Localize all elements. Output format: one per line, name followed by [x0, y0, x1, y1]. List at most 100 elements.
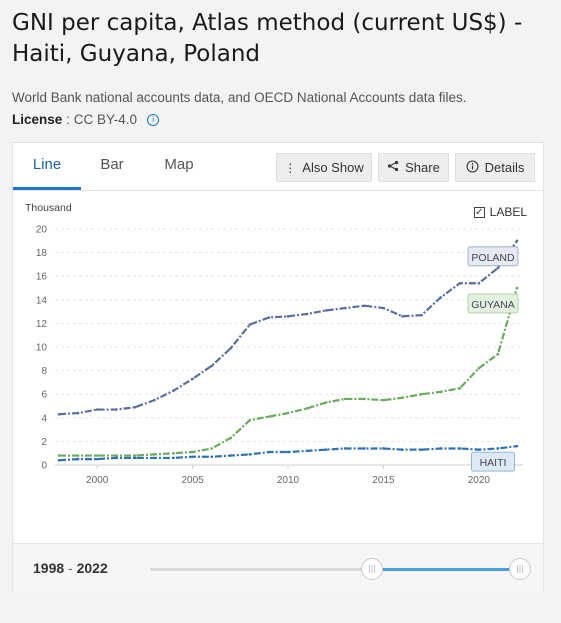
- data-point: [114, 408, 118, 411]
- tab-bar[interactable]: Bar: [100, 156, 124, 173]
- range-separator: -: [68, 560, 73, 576]
- data-point: [134, 454, 137, 457]
- data-point: [420, 313, 423, 317]
- unit-label: Thousand: [25, 202, 72, 214]
- range-end: 2022: [76, 560, 108, 576]
- series-label-box: [467, 246, 519, 267]
- chart-card: Line Bar Map ⋮ Also Show Share Details T…: [12, 142, 544, 592]
- data-point: [496, 447, 500, 450]
- tab-bar: Line Bar Map ⋮ Also Show Share Details: [13, 143, 543, 191]
- data-point: [515, 444, 519, 448]
- details-label: Details: [484, 160, 525, 175]
- also-show-button[interactable]: ⋮ Also Show: [276, 153, 372, 182]
- data-point: [305, 407, 309, 410]
- data-point: [343, 306, 347, 310]
- data-point: [114, 454, 118, 457]
- y-tick-label: 6: [41, 390, 47, 401]
- data-point: [515, 286, 519, 290]
- data-point: [267, 316, 271, 319]
- details-button[interactable]: Details: [455, 153, 535, 182]
- series-label-guyana: GUYANA: [467, 293, 519, 314]
- data-point: [95, 454, 99, 457]
- data-point: [134, 456, 137, 460]
- y-tick-label: 18: [36, 248, 48, 259]
- data-point: [343, 397, 347, 401]
- range-slider-track[interactable]: ||| |||: [150, 558, 531, 580]
- share-label: Share: [405, 160, 440, 175]
- range-slider-fill: [372, 568, 520, 571]
- range-start-handle[interactable]: |||: [361, 558, 383, 580]
- license-label: License: [12, 112, 63, 127]
- label-toggle[interactable]: ✓ LABEL: [473, 205, 527, 219]
- data-point: [191, 377, 194, 381]
- data-point: [324, 448, 328, 451]
- tab-line[interactable]: Line: [13, 143, 81, 190]
- data-point: [420, 448, 423, 451]
- data-point: [401, 448, 404, 451]
- data-point: [229, 436, 233, 440]
- license-row: License : CC BY-4.0 i: [12, 112, 160, 127]
- data-point: [57, 412, 61, 416]
- data-point: [210, 447, 213, 450]
- series-label-box: [471, 451, 515, 472]
- data-point: [382, 447, 385, 450]
- data-point: [363, 447, 366, 450]
- data-point: [477, 366, 481, 370]
- data-point: [401, 315, 404, 318]
- data-point: [515, 239, 519, 243]
- year-range-bar: 1998 - 2022 ||| |||: [13, 543, 543, 592]
- share-button[interactable]: Share: [378, 153, 449, 182]
- year-range-label: 1998 - 2022: [33, 544, 108, 592]
- y-tick-label: 12: [36, 319, 48, 330]
- series-label-text: POLAND: [471, 252, 515, 264]
- data-point: [439, 390, 442, 394]
- data-point: [286, 411, 290, 415]
- data-point: [382, 398, 385, 402]
- y-tick-label: 2: [41, 437, 47, 448]
- data-point: [172, 389, 175, 392]
- checkbox-icon[interactable]: ✓: [473, 206, 485, 218]
- data-point: [324, 401, 328, 404]
- data-point: [363, 397, 366, 401]
- data-point: [420, 392, 423, 396]
- data-point: [286, 315, 290, 318]
- info-circle-icon: [466, 159, 479, 176]
- data-point: [172, 456, 175, 460]
- range-end-handle[interactable]: |||: [509, 558, 531, 580]
- data-point: [401, 396, 404, 400]
- series-label-poland: POLAND: [467, 246, 519, 267]
- data-point: [458, 447, 462, 450]
- data-point: [95, 408, 99, 411]
- data-point: [267, 415, 271, 418]
- data-point: [496, 266, 500, 270]
- data-point: [191, 455, 194, 459]
- data-point: [229, 454, 233, 457]
- license-value: : CC BY-4.0: [66, 112, 138, 127]
- y-tick-label: 4: [41, 413, 47, 424]
- data-point: [210, 455, 213, 459]
- data-point: [95, 457, 99, 461]
- x-tick-label: 2000: [86, 475, 109, 486]
- y-tick-label: 8: [41, 366, 47, 377]
- series-label-text: HAITI: [480, 457, 507, 469]
- tab-map[interactable]: Map: [164, 156, 194, 173]
- x-tick-label: 2015: [372, 475, 395, 486]
- info-icon[interactable]: i: [147, 113, 160, 126]
- range-start: 1998: [33, 560, 65, 576]
- data-point: [324, 309, 328, 312]
- data-point: [458, 281, 462, 285]
- data-point: [439, 296, 442, 299]
- line-chart: Thousand 0 2 4 6 8 10 12 14 16 18 20 2000 2005 2010 2…: [25, 202, 523, 486]
- y-tick-label: 0: [41, 461, 47, 472]
- y-tick-label: 20: [36, 225, 48, 236]
- page-title: GNI per capita, Atlas method (current US…: [12, 10, 523, 67]
- data-point: [57, 458, 61, 462]
- series-label-haiti: HAITI: [471, 451, 515, 472]
- source-text: World Bank national accounts data, and O…: [12, 90, 467, 105]
- data-point: [363, 304, 366, 307]
- label-toggle-text: LABEL: [489, 205, 527, 219]
- x-tick-label: 2020: [468, 475, 491, 486]
- more-vertical-icon: ⋮: [284, 160, 297, 175]
- x-tick-label: 2005: [181, 475, 204, 486]
- data-point: [305, 449, 309, 453]
